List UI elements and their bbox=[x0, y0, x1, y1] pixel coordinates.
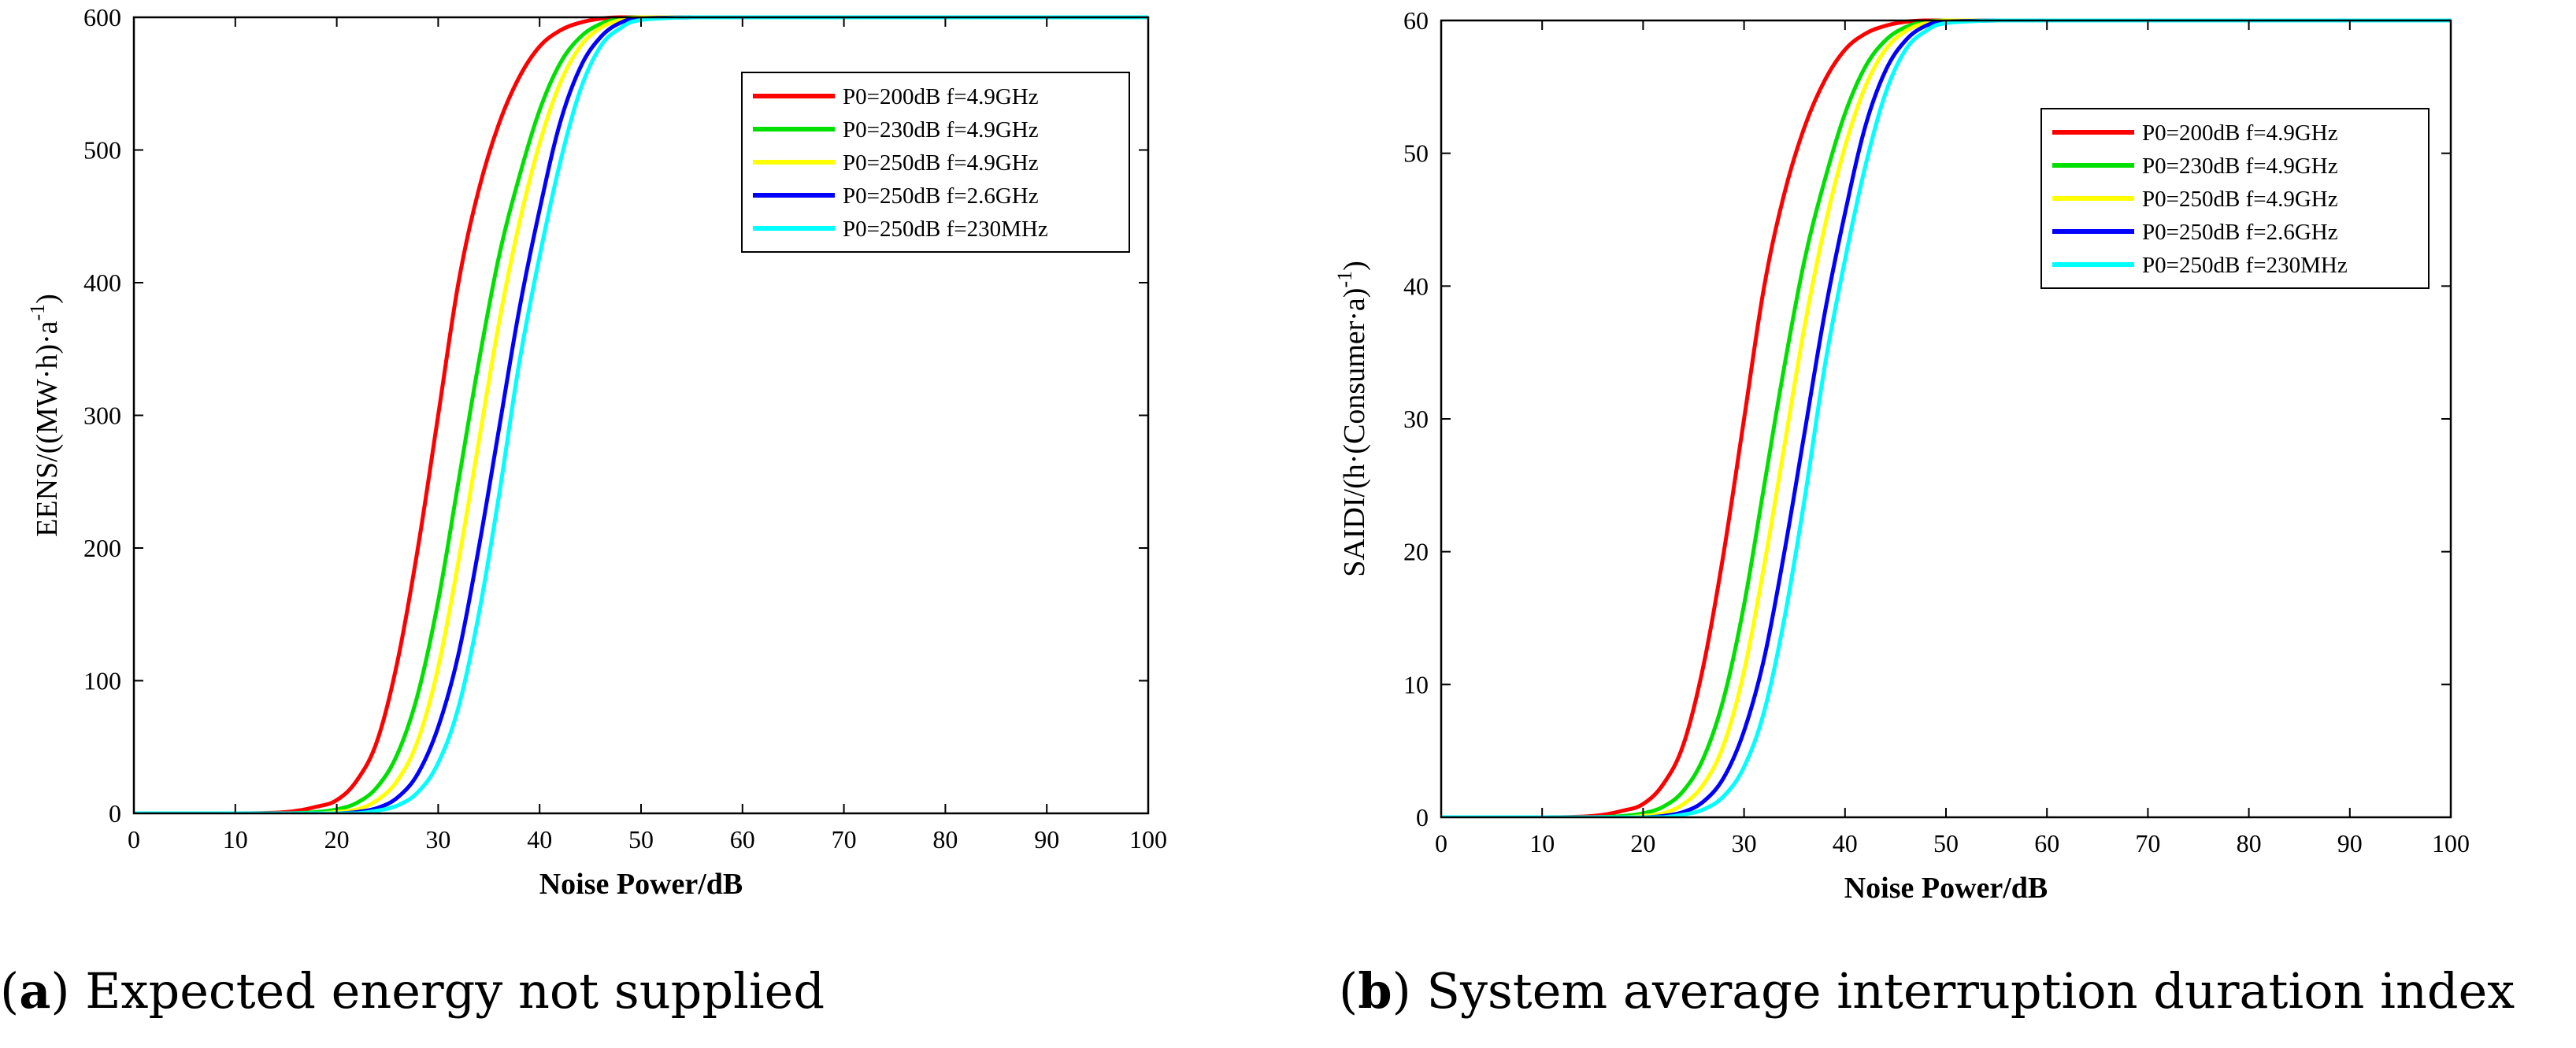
x-tick-label: 10 bbox=[1529, 829, 1555, 857]
legend-label: P0=250dB f=2.6GHz bbox=[2142, 220, 2338, 245]
x-tick-label: 20 bbox=[324, 825, 350, 854]
y-tick-label: 0 bbox=[1416, 803, 1429, 831]
legend-item: P0=200dB f=4.9GHz bbox=[2052, 120, 2338, 146]
y-tick-label: 200 bbox=[83, 534, 121, 562]
x-tick-label: 30 bbox=[1732, 829, 1757, 857]
caption-b-text: System average interruption duration ind… bbox=[1426, 962, 2515, 1020]
legend-item: P0=250dB f=230MHz bbox=[753, 217, 1048, 242]
x-tick-label: 90 bbox=[2337, 829, 2363, 857]
x-tick-label: 70 bbox=[832, 825, 857, 854]
x-tick-label: 30 bbox=[425, 825, 450, 854]
y-tick-label: 0 bbox=[109, 799, 121, 828]
caption-b-tag: b bbox=[1358, 962, 1392, 1020]
y-tick-label: 60 bbox=[1403, 6, 1429, 35]
x-tick-label: 50 bbox=[628, 825, 654, 854]
caption-a-text: Expected energy not supplied bbox=[85, 962, 825, 1020]
y-tick-label: 30 bbox=[1403, 405, 1429, 433]
chart-a: 0 10 20 30 40 50 60 70 80 90 100 0 100 200 300 400 500 60… bbox=[26, 3, 1167, 901]
y-tick-label: 40 bbox=[1403, 272, 1429, 300]
y-axis-label: EENS/((MW·h)·a-1) bbox=[26, 294, 64, 537]
y-tick-label: 50 bbox=[1403, 139, 1429, 168]
legend-item: P0=230dB f=4.9GHz bbox=[753, 117, 1039, 143]
chart-b: 0 10 20 30 40 50 60 70 80 90 100 0 10 20 30 40 50 60 Noise… bbox=[1333, 6, 2470, 905]
x-tick-label: 0 bbox=[128, 825, 140, 854]
legend-item: P0=250dB f=4.9GHz bbox=[2052, 187, 2338, 212]
legend-label: P0=200dB f=4.9GHz bbox=[2142, 120, 2338, 146]
legend-item: P0=250dB f=4.9GHz bbox=[753, 150, 1039, 176]
caption-a-tag: a bbox=[19, 962, 51, 1020]
x-tick-label: 60 bbox=[730, 825, 755, 854]
x-tick-label: 50 bbox=[1933, 829, 1959, 857]
x-tick-label: 40 bbox=[1833, 829, 1858, 857]
legend-label: P0=250dB f=230MHz bbox=[843, 217, 1048, 242]
x-tick-label: 20 bbox=[1630, 829, 1655, 857]
y-tick-label: 500 bbox=[83, 136, 121, 165]
x-tick-label: 100 bbox=[2432, 829, 2470, 857]
y-axis-label-close: ) bbox=[1338, 261, 1371, 271]
legend: P0=200dB f=4.9GHz P0=230dB f=4.9GHz P0=250… bbox=[741, 72, 1130, 253]
legend: P0=200dB f=4.9GHz P0=230dB f=4.9GHz P0=250… bbox=[2040, 108, 2430, 289]
y-axis-label-close: ) bbox=[31, 294, 64, 304]
legend-label: P0=250dB f=2.6GHz bbox=[843, 183, 1039, 209]
x-tick-label: 40 bbox=[527, 825, 552, 854]
x-tick-label: 100 bbox=[1129, 825, 1167, 854]
y-axis-label-main: EENS/((MW·h)·a bbox=[31, 320, 64, 536]
legend-label: P0=230dB f=4.9GHz bbox=[2142, 154, 2338, 179]
legend-label: P0=200dB f=4.9GHz bbox=[843, 84, 1039, 109]
legend-item: P0=200dB f=4.9GHz bbox=[753, 84, 1039, 109]
x-axis-label: Noise Power/dB bbox=[539, 868, 743, 901]
y-axis-label-sup: -1 bbox=[1333, 271, 1356, 288]
x-tick-label: 80 bbox=[2237, 829, 2262, 857]
caption-b: (b) System average interruption duration… bbox=[1339, 962, 2515, 1020]
y-axis-label-main: SAIDI/(h·(Consumer·a) bbox=[1338, 288, 1371, 577]
legend-label: P0=250dB f=4.9GHz bbox=[2142, 187, 2338, 212]
x-tick-label: 90 bbox=[1034, 825, 1059, 854]
y-tick-label: 100 bbox=[83, 667, 121, 695]
legend-item: P0=250dB f=230MHz bbox=[2052, 253, 2348, 278]
y-tick-label: 400 bbox=[83, 268, 121, 297]
x-tick-label: 70 bbox=[2135, 829, 2160, 857]
legend-item: P0=250dB f=2.6GHz bbox=[753, 183, 1039, 209]
x-tick-label: 0 bbox=[1435, 829, 1447, 857]
x-tick-label: 10 bbox=[223, 825, 248, 854]
legend-item: P0=250dB f=2.6GHz bbox=[2052, 220, 2338, 245]
legend-item: P0=230dB f=4.9GHz bbox=[2052, 154, 2338, 179]
y-tick-label: 300 bbox=[83, 402, 121, 430]
y-tick-label: 10 bbox=[1403, 670, 1429, 698]
y-tick-label: 600 bbox=[83, 3, 121, 31]
y-axis-label: SAIDI/(h·(Consumer·a)-1) bbox=[1333, 261, 1371, 577]
y-tick-label: 20 bbox=[1403, 538, 1429, 566]
caption-a: (a) Expected energy not supplied bbox=[0, 962, 825, 1020]
legend-label: P0=250dB f=4.9GHz bbox=[843, 150, 1039, 176]
x-tick-label: 80 bbox=[932, 825, 958, 854]
x-tick-label: 60 bbox=[2034, 829, 2059, 857]
y-axis-label-sup: -1 bbox=[26, 304, 49, 321]
legend-label: P0=230dB f=4.9GHz bbox=[843, 117, 1039, 143]
legend-label: P0=250dB f=230MHz bbox=[2142, 253, 2348, 278]
x-axis-label: Noise Power/dB bbox=[1844, 872, 2048, 905]
